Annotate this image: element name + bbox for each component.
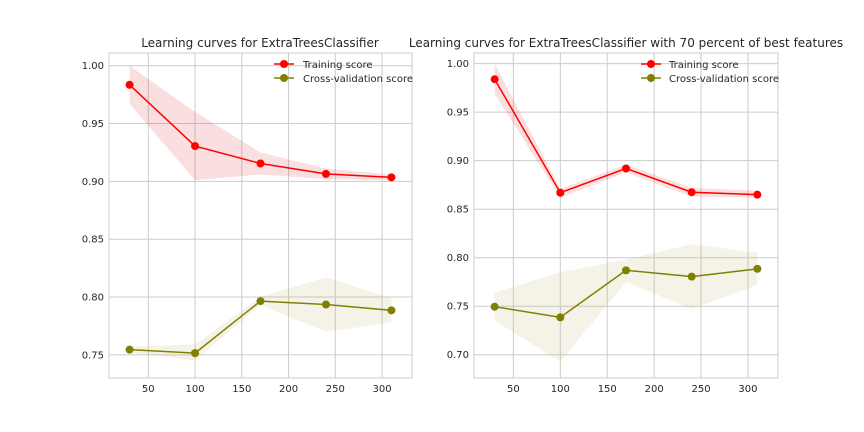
left-tick-labels: 50 100 150 200 250 300 0.75 0.80 0.85 0.90 0.95 1.0… bbox=[82, 61, 392, 395]
right-grid bbox=[474, 53, 778, 378]
legend-training-marker bbox=[280, 60, 288, 68]
legend-training-label: Training score bbox=[302, 60, 373, 71]
x-tick-label: 150 bbox=[232, 384, 251, 395]
y-tick-label: 0.75 bbox=[82, 350, 104, 361]
y-tick-label: 0.90 bbox=[82, 177, 104, 188]
x-tick-label: 250 bbox=[326, 384, 345, 395]
x-tick-label: 250 bbox=[692, 384, 711, 395]
right-cv-point bbox=[556, 313, 565, 322]
y-tick-label: 0.95 bbox=[447, 108, 469, 119]
left-grid bbox=[109, 53, 412, 378]
left-training-point bbox=[191, 142, 200, 151]
y-tick-label: 0.70 bbox=[447, 350, 469, 361]
left-training-point bbox=[256, 159, 265, 168]
right-training-point bbox=[556, 188, 565, 197]
right-chart-title: Learning curves for ExtraTreesClassifier… bbox=[409, 36, 843, 50]
right-cv-point bbox=[490, 302, 499, 311]
y-tick-label: 0.80 bbox=[82, 293, 104, 304]
left-training-point bbox=[321, 169, 330, 178]
right-tick-labels: 50 100 150 200 250 300 0.70 0.75 0.80 0.85 0.90 0.9… bbox=[447, 59, 758, 395]
right-legend: Training score Cross-validation score bbox=[641, 60, 779, 85]
left-training-point bbox=[387, 173, 396, 182]
x-tick-label: 300 bbox=[738, 384, 757, 395]
x-tick-label: 100 bbox=[185, 384, 204, 395]
x-tick-label: 50 bbox=[142, 384, 155, 395]
left-cv-point bbox=[321, 300, 330, 309]
y-tick-label: 0.85 bbox=[447, 205, 469, 216]
x-tick-label: 300 bbox=[373, 384, 392, 395]
x-tick-label: 200 bbox=[279, 384, 298, 395]
right-training-point bbox=[753, 190, 762, 199]
right-series-points bbox=[490, 75, 762, 322]
right-training-point bbox=[622, 164, 630, 173]
legend-training-label: Training score bbox=[668, 60, 739, 71]
right-cv-point bbox=[753, 264, 762, 273]
left-cv-point bbox=[387, 306, 396, 315]
right-cv-point bbox=[622, 266, 630, 275]
legend-cv-marker bbox=[647, 74, 655, 82]
right-training-point bbox=[490, 75, 499, 84]
left-cv-point bbox=[125, 345, 134, 354]
legend-cv-marker bbox=[280, 74, 288, 82]
legend-cv-label: Cross-validation score bbox=[303, 74, 413, 85]
left-error-bands bbox=[129, 65, 392, 361]
y-tick-label: 1.00 bbox=[82, 61, 104, 72]
y-tick-label: 0.75 bbox=[447, 302, 469, 313]
x-tick-label: 50 bbox=[507, 384, 520, 395]
y-tick-label: 0.90 bbox=[447, 156, 469, 167]
left-chart-panel: 50 100 150 200 250 300 0.75 0.80 0.85 0.90 0.95 1.0… bbox=[82, 36, 413, 395]
right-chart-panel: 50 100 150 200 250 300 0.70 0.75 0.80 0.85 0.90 0.9… bbox=[409, 36, 843, 395]
right-cv-point bbox=[687, 272, 696, 281]
left-cv-point bbox=[191, 349, 200, 358]
left-chart-title: Learning curves for ExtraTreesClassifier bbox=[141, 36, 379, 50]
left-training-point bbox=[125, 80, 134, 89]
right-training-point bbox=[687, 188, 696, 197]
legend-cv-label: Cross-validation score bbox=[669, 74, 779, 85]
left-training-band bbox=[129, 65, 392, 181]
y-tick-label: 0.80 bbox=[447, 253, 469, 264]
y-tick-label: 1.00 bbox=[447, 59, 469, 70]
y-tick-label: 0.85 bbox=[82, 235, 104, 246]
right-plot-area bbox=[473, 52, 779, 379]
y-tick-label: 0.95 bbox=[82, 119, 104, 130]
x-tick-label: 100 bbox=[551, 384, 570, 395]
x-tick-label: 150 bbox=[598, 384, 617, 395]
left-legend: Training score Cross-validation score bbox=[274, 60, 413, 85]
x-tick-label: 200 bbox=[645, 384, 664, 395]
left-plot-area bbox=[108, 52, 413, 379]
legend-training-marker bbox=[647, 60, 655, 68]
left-cv-point bbox=[256, 297, 265, 306]
left-cv-band bbox=[129, 277, 392, 361]
left-series-points bbox=[125, 80, 396, 358]
